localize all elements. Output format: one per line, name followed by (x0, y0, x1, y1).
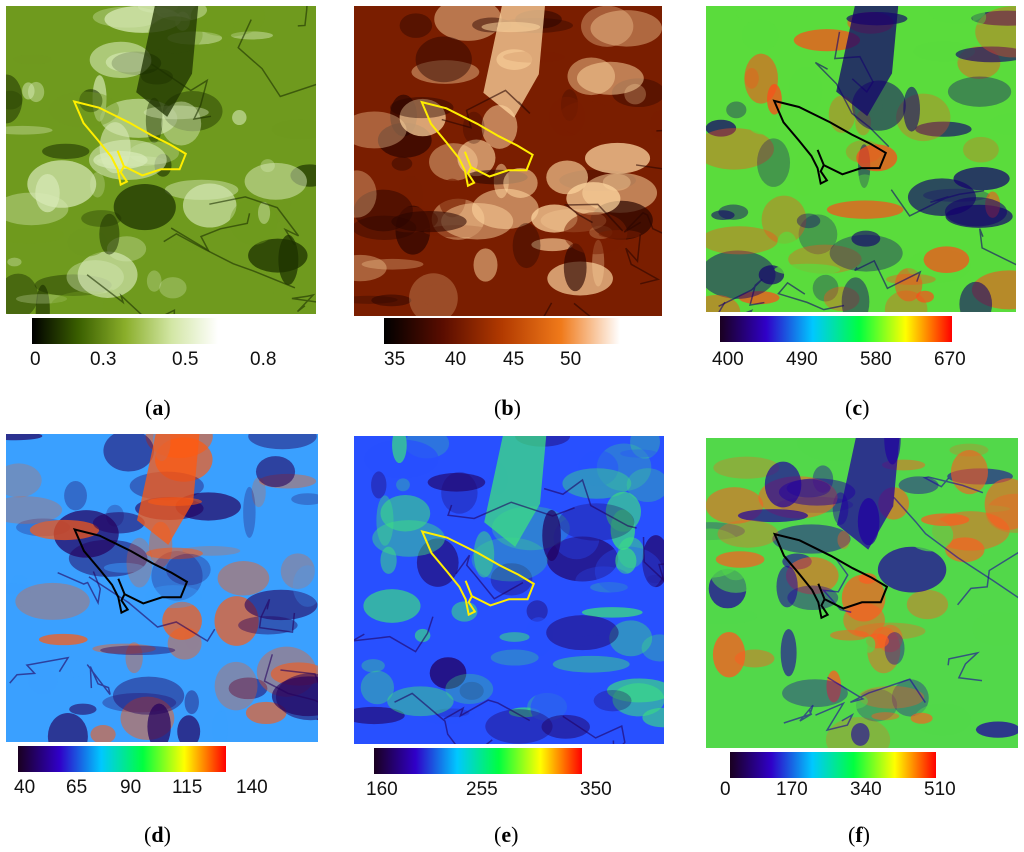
caption-c: (c) (845, 395, 870, 420)
colorbar-tick-e-1: 255 (466, 779, 498, 800)
colorbar-tick-d-2: 90 (120, 777, 142, 798)
colorbar-tick-c-3: 670 (934, 349, 966, 370)
colorbar-a (32, 318, 218, 344)
colorbar-tick-b-2: 45 (503, 349, 525, 370)
colorbar-tick-f-2: 340 (850, 779, 882, 800)
colorbar-tick-a-3: 0.8 (250, 349, 277, 370)
colorbar-tick-c-2: 580 (860, 349, 892, 370)
colorbar-c (720, 316, 952, 342)
colorbar-tick-c-1: 490 (786, 349, 818, 370)
colorbar-tick-f-0: 0 (720, 779, 731, 800)
colorbar-tick-a-2: 0.5 (172, 349, 199, 370)
map-image-a (6, 6, 316, 314)
map-image-c (706, 6, 1016, 312)
colorbar-tick-d-4: 140 (236, 777, 268, 798)
caption-a: (a) (145, 395, 171, 420)
colorbar-tick-f-3: 510 (924, 779, 956, 800)
colorbar-tick-f-1: 170 (776, 779, 808, 800)
colorbar-tick-a-0: 0 (30, 349, 41, 370)
caption-b: (b) (494, 395, 521, 420)
colorbar-tick-d-0: 40 (14, 777, 36, 798)
colorbar-tick-b-3: 50 (560, 349, 582, 370)
colorbar-tick-c-0: 400 (712, 349, 744, 370)
colorbar-tick-b-1: 40 (445, 349, 467, 370)
map-image-d (6, 434, 318, 742)
colorbar-d (18, 746, 226, 772)
colorbar-e (374, 748, 582, 774)
map-image-b (354, 6, 662, 316)
map-image-f (706, 438, 1018, 748)
colorbar-tick-d-3: 115 (172, 777, 203, 798)
colorbar-tick-e-2: 350 (580, 779, 612, 800)
colorbar-tick-b-0: 35 (384, 349, 406, 370)
caption-f: (f) (848, 822, 870, 847)
colorbar-b (384, 318, 620, 344)
colorbar-tick-a-1: 0.3 (90, 349, 117, 370)
map-image-e (354, 436, 664, 744)
colorbar-tick-d-1: 65 (66, 777, 88, 798)
colorbar-f (730, 752, 936, 778)
colorbar-tick-e-0: 160 (366, 779, 398, 800)
caption-d: (d) (144, 822, 171, 847)
caption-e: (e) (494, 822, 519, 847)
